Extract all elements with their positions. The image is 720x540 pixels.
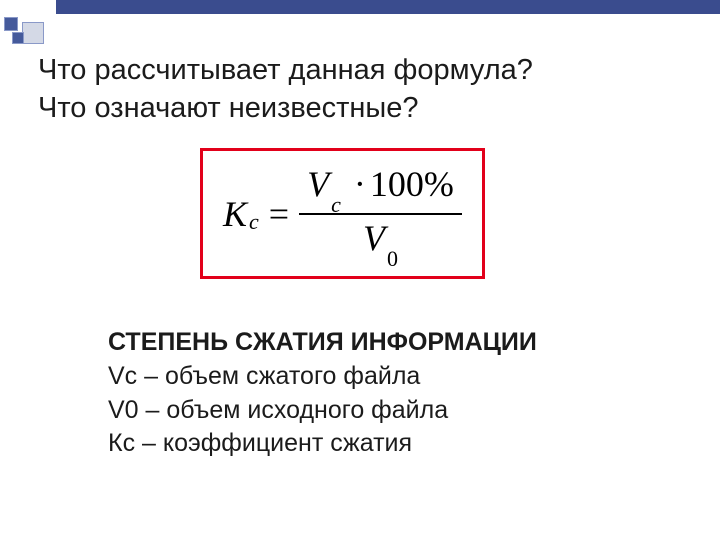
heading-line-1: Что рассчитывает данная формула? bbox=[38, 52, 533, 90]
den-sub: 0 bbox=[387, 246, 398, 272]
header-decoration bbox=[0, 0, 720, 48]
formula: Kc = Vc ·100% V0 bbox=[223, 161, 462, 266]
num-const: 100 bbox=[370, 164, 424, 204]
formula-eq: = bbox=[269, 193, 289, 235]
decor-square bbox=[12, 32, 24, 44]
decor-square bbox=[22, 22, 44, 44]
num-unit: % bbox=[424, 164, 454, 204]
slide-heading: Что рассчитывает данная формула? Что озн… bbox=[38, 52, 533, 127]
header-stripe bbox=[56, 0, 720, 14]
heading-line-2: Что означают неизвестные? bbox=[38, 90, 533, 128]
formula-box: Kc = Vc ·100% V0 bbox=[200, 148, 485, 279]
definitions-block: СТЕПЕНЬ СЖАТИЯ ИНФОРМАЦИИ Vс – объем сжа… bbox=[108, 326, 537, 461]
formula-numerator: Vc ·100% bbox=[299, 161, 462, 215]
decor-square bbox=[4, 17, 18, 31]
definition-line-3: Кс – коэффициент сжатия bbox=[108, 427, 537, 461]
definition-line-2: V0 – объем исходного файла bbox=[108, 394, 537, 428]
num-sub: c bbox=[331, 192, 341, 218]
den-var: V bbox=[363, 218, 385, 258]
formula-fraction: Vc ·100% V0 bbox=[299, 161, 462, 266]
definitions-title: СТЕПЕНЬ СЖАТИЯ ИНФОРМАЦИИ bbox=[108, 326, 537, 360]
formula-denominator: V0 bbox=[355, 215, 406, 267]
num-var: V bbox=[307, 164, 329, 204]
num-dot: · bbox=[354, 164, 366, 204]
definition-line-1: Vс – объем сжатого файла bbox=[108, 360, 537, 394]
formula-lhs-var: K bbox=[223, 193, 247, 235]
formula-lhs-sub: c bbox=[249, 209, 259, 235]
